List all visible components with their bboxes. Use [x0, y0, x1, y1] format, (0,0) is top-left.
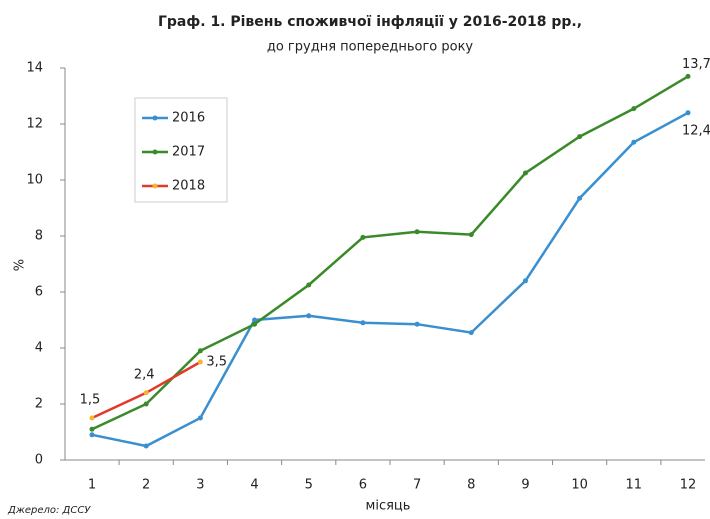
- x-tick-label: 11: [626, 478, 643, 493]
- point: [252, 317, 258, 323]
- point: [360, 320, 366, 326]
- x-tick-label: 4: [250, 478, 258, 493]
- point: [414, 321, 420, 327]
- point: [631, 106, 637, 112]
- chart-title: Граф. 1. Рівень споживчої інфляції у 201…: [158, 14, 582, 30]
- data-label: 12,4: [682, 123, 710, 138]
- y-axis-label: %: [13, 259, 28, 271]
- point: [89, 415, 95, 421]
- point: [360, 234, 366, 240]
- source: Джерело: ДССУ: [7, 505, 91, 516]
- x-tick-label: 12: [680, 478, 697, 493]
- point: [197, 415, 203, 421]
- data-label: 1,5: [80, 393, 101, 408]
- x-tick-label: 8: [467, 478, 475, 493]
- y-tick-label: 10: [26, 173, 43, 188]
- point: [143, 390, 149, 396]
- legend-marker: [152, 183, 158, 189]
- point: [685, 110, 691, 116]
- point: [197, 348, 203, 354]
- point: [143, 401, 149, 407]
- point: [414, 229, 420, 235]
- point: [685, 73, 691, 79]
- point: [577, 134, 583, 140]
- data-label: 13,7: [682, 57, 710, 72]
- point: [577, 195, 583, 201]
- point: [252, 321, 258, 327]
- point: [306, 313, 312, 319]
- point: [468, 232, 474, 238]
- legend-marker: [152, 149, 158, 155]
- point: [306, 282, 312, 288]
- point: [468, 330, 474, 336]
- data-label: 2,4: [134, 367, 155, 382]
- y-tick-label: 12: [26, 117, 43, 132]
- x-tick-label: 9: [521, 478, 529, 493]
- x-tick-label: 6: [359, 478, 367, 493]
- x-tick-label: 10: [571, 478, 588, 493]
- y-tick-label: 0: [35, 453, 43, 468]
- x-tick-label: 5: [305, 478, 313, 493]
- point: [89, 426, 95, 432]
- x-tick-label: 2: [142, 478, 150, 493]
- data-label: 3,5: [206, 355, 227, 370]
- y-tick-label: 14: [26, 61, 43, 76]
- x-tick-label: 1: [88, 478, 96, 493]
- legend-box: [134, 97, 228, 203]
- point: [89, 432, 95, 438]
- point: [522, 170, 528, 176]
- chart-subtitle: до грудня попереднього року: [267, 40, 474, 55]
- legend-label: 2017: [172, 145, 205, 160]
- series-line: [91, 111, 689, 448]
- x-tick-label: 7: [413, 478, 421, 493]
- legend-label: 2018: [172, 179, 205, 194]
- legend-marker: [152, 115, 158, 121]
- point: [143, 443, 149, 449]
- y-tick-label: 4: [35, 341, 43, 356]
- series-line: [91, 75, 689, 431]
- y-tick-label: 2: [35, 397, 43, 412]
- y-tick-label: 8: [35, 229, 43, 244]
- point: [197, 359, 203, 365]
- x-axis-label: місяць: [366, 499, 411, 514]
- point: [522, 278, 528, 284]
- x-tick-label: 3: [196, 478, 204, 493]
- point: [631, 139, 637, 145]
- y-tick-label: 6: [35, 285, 43, 300]
- legend-label: 2016: [172, 111, 205, 126]
